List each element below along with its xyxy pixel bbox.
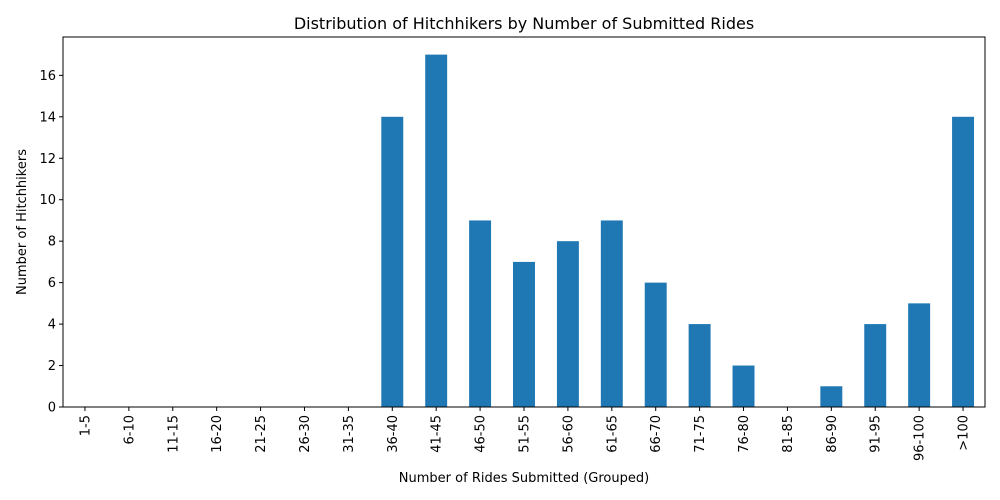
x-tick-label-81-85: 81-85 bbox=[781, 415, 796, 453]
x-axis-label: Number of Rides Submitted (Grouped) bbox=[399, 471, 649, 486]
x-tick-label-11-15: 11-15 bbox=[166, 415, 181, 453]
bar-76-80 bbox=[732, 365, 755, 407]
x-tick-label->100: >100 bbox=[957, 415, 972, 451]
x-tick-label-61-65: 61-65 bbox=[605, 415, 620, 453]
bar-91-95 bbox=[864, 324, 887, 407]
x-tick-label-71-75: 71-75 bbox=[693, 415, 708, 453]
x-tick-label-41-45: 41-45 bbox=[430, 415, 445, 453]
x-tick-label-1-5: 1-5 bbox=[78, 415, 93, 436]
x-tick-label-26-30: 26-30 bbox=[298, 415, 313, 453]
x-tick-label-16-20: 16-20 bbox=[210, 415, 225, 453]
y-tick-label-10: 10 bbox=[39, 193, 56, 208]
bar-71-75 bbox=[688, 324, 711, 407]
bar-36-40 bbox=[381, 116, 404, 408]
x-tick-label-76-80: 76-80 bbox=[737, 415, 752, 453]
bar-66-70 bbox=[644, 282, 667, 407]
chart-title: Distribution of Hitchhikers by Number of… bbox=[294, 14, 754, 33]
bar-46-50 bbox=[469, 220, 492, 407]
x-tick-label-6-10: 6-10 bbox=[122, 415, 137, 445]
y-tick-label-4: 4 bbox=[48, 318, 56, 333]
plot-area: 0 2 4 6 8 10 12 14 16 1-5 6-10 11-15 16-20 21-25 26-30… bbox=[39, 36, 986, 461]
x-tick-label-91-95: 91-95 bbox=[869, 415, 884, 453]
x-tick-label-51-55: 51-55 bbox=[518, 415, 533, 453]
x-tick-label-46-50: 46-50 bbox=[474, 415, 489, 453]
y-tick-label-16: 16 bbox=[39, 69, 56, 84]
x-tick-label-96-100: 96-100 bbox=[913, 415, 928, 461]
x-tick-label-31-35: 31-35 bbox=[342, 415, 357, 453]
y-axis-label: Number of Hitchhikers bbox=[15, 149, 30, 295]
x-tick-label-86-90: 86-90 bbox=[825, 415, 840, 453]
bar-96-100 bbox=[908, 303, 931, 407]
y-tick-label-8: 8 bbox=[48, 235, 56, 250]
x-tick-label-56-60: 56-60 bbox=[561, 415, 576, 453]
x-tick-label-21-25: 21-25 bbox=[254, 415, 269, 453]
bar-86-90 bbox=[820, 386, 843, 407]
x-tick-label-66-70: 66-70 bbox=[649, 415, 664, 453]
y-tick-label-12: 12 bbox=[39, 152, 56, 167]
y-tick-label-14: 14 bbox=[39, 110, 56, 125]
bar->100 bbox=[952, 116, 975, 408]
y-tick-label-2: 2 bbox=[48, 359, 56, 374]
bar-56-60 bbox=[556, 241, 579, 407]
bar-51-55 bbox=[513, 261, 535, 407]
bar-41-45 bbox=[425, 54, 448, 408]
bar-61-65 bbox=[600, 220, 623, 407]
x-tick-label-36-40: 36-40 bbox=[386, 415, 401, 453]
y-tick-label-0: 0 bbox=[48, 401, 56, 416]
y-tick-label-6: 6 bbox=[48, 276, 56, 291]
